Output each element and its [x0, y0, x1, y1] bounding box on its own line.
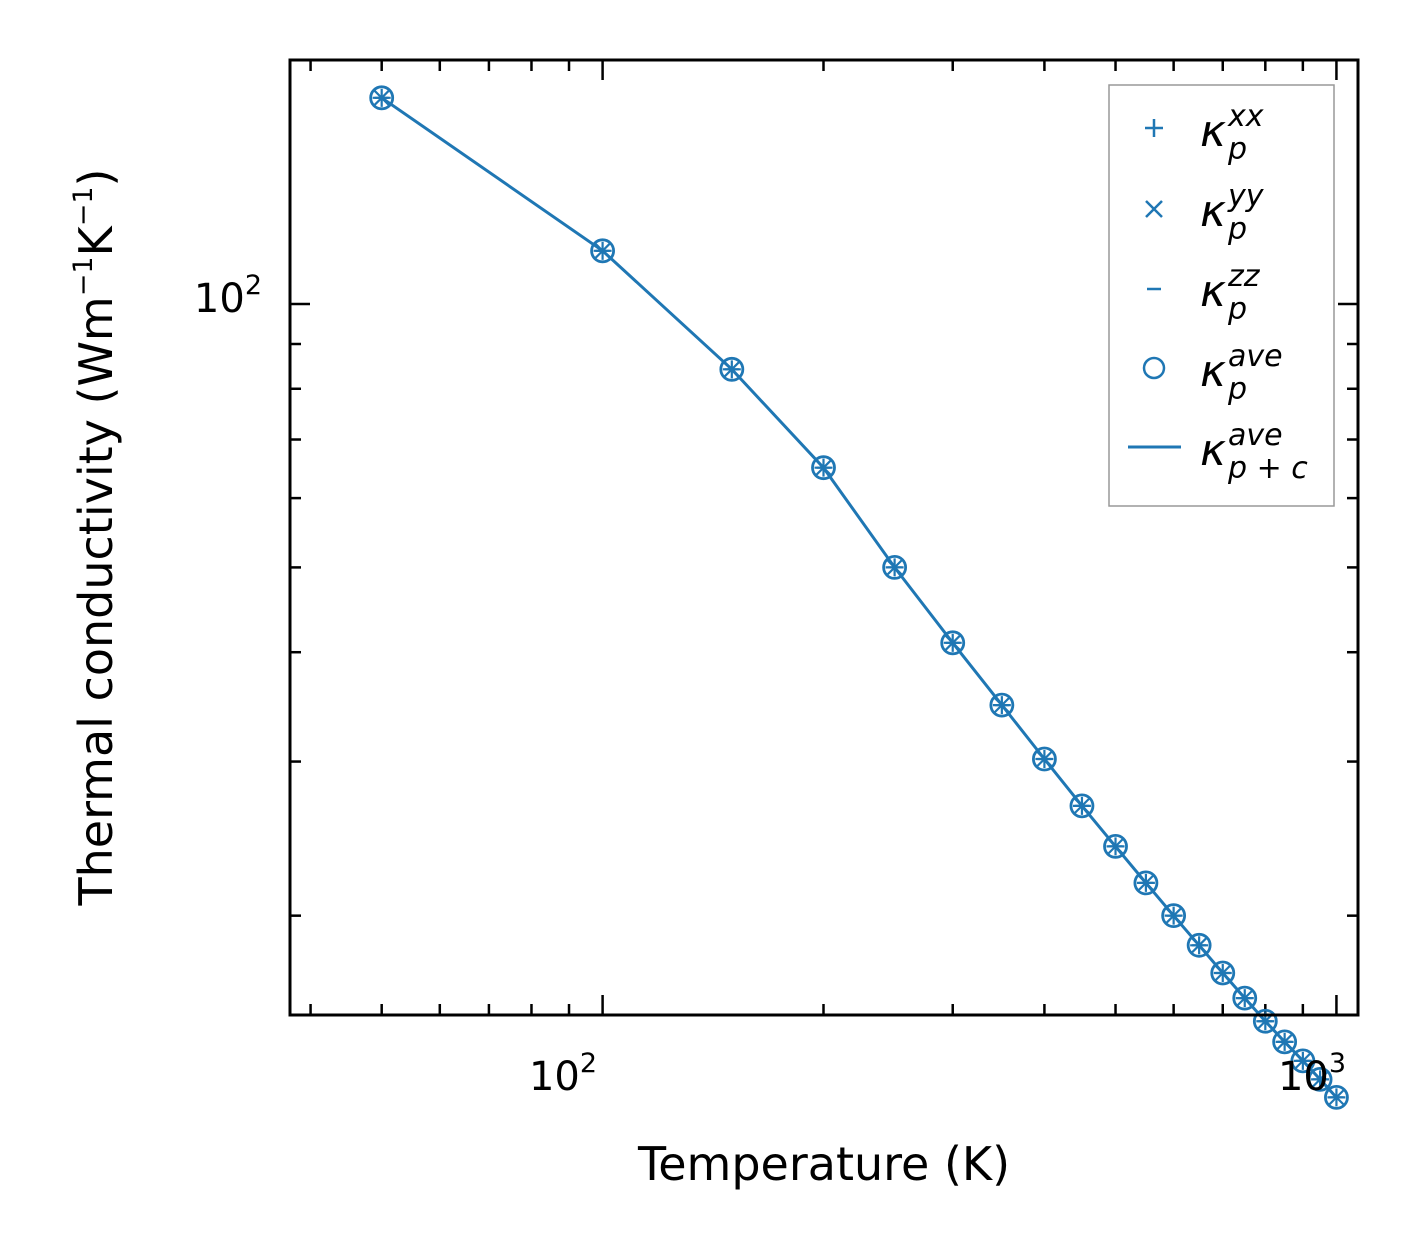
- legend-sub-kxx: p: [1227, 132, 1247, 167]
- data-point-kave: [1252, 1008, 1278, 1034]
- legend-base-kave: κ: [1200, 346, 1226, 397]
- data-point-kave: [989, 692, 1015, 718]
- data-point-kave: [882, 555, 908, 580]
- legend-entry-kxx: κ xx p: [1145, 99, 1264, 167]
- legend-entry-kpc: κ ave p + c: [1128, 418, 1308, 486]
- legend-base-kyy: κ: [1200, 186, 1226, 237]
- legend-sup-kave: ave: [1228, 339, 1283, 374]
- legend-entry-kave: κ ave p: [1142, 339, 1283, 407]
- data-point-kave: [1324, 1084, 1349, 1110]
- legend-marker-plus: [1145, 119, 1163, 137]
- data-point-kave: [1232, 985, 1258, 1011]
- legend-entry-kzz: κ zz p: [1147, 259, 1261, 327]
- y-tick-label-100: 102: [194, 270, 262, 322]
- x-tick-label-1000: 103: [1278, 1048, 1346, 1100]
- legend: κ xx p κ yy p κ zz p κ ave p κ ave p + c: [1108, 84, 1335, 507]
- legend-sup-kxx: xx: [1227, 99, 1264, 134]
- legend-sup-kpc: ave: [1228, 418, 1283, 453]
- data-point-kave: [590, 238, 615, 264]
- data-point-kave: [369, 85, 395, 111]
- data-point-kave: [1307, 1066, 1333, 1092]
- data-point-kave: [719, 356, 745, 382]
- data-point-kave: [1210, 960, 1236, 986]
- series-layer: [369, 85, 1349, 1110]
- legend-sub-kpc: p + c: [1227, 451, 1308, 486]
- legend-sup-kzz: zz: [1227, 259, 1261, 294]
- legend-base-kpc: κ: [1200, 425, 1226, 476]
- legend-sup-kyy: yy: [1227, 179, 1265, 214]
- legend-marker-x: [1145, 200, 1163, 218]
- data-point-kave: [1290, 1048, 1316, 1074]
- data-point-kave: [1032, 746, 1057, 772]
- data-point-kave: [1133, 870, 1159, 896]
- data-point-kave: [811, 455, 836, 481]
- legend-sub-kzz: p: [1227, 292, 1247, 327]
- data-point-kave: [1103, 833, 1128, 859]
- x-tick-label-100: 102: [529, 1048, 597, 1100]
- data-point-kave: [1161, 903, 1187, 929]
- ticks-layer: [290, 60, 1358, 1015]
- legend-box: [1108, 84, 1335, 507]
- x-axis-title: Temperature (K): [637, 1137, 1010, 1191]
- plot-frame: [288, 58, 1360, 1017]
- data-point-kave: [940, 630, 966, 656]
- legend-marker-circle: [1142, 356, 1166, 380]
- legend-base-kzz: κ: [1200, 266, 1226, 317]
- legend-base-kxx: κ: [1200, 106, 1226, 157]
- y-axis-title: Thermal conductivity (Wm−1K−1): [68, 169, 123, 907]
- legend-entry-kyy: κ yy p: [1145, 179, 1265, 247]
- data-point-kave: [1272, 1029, 1298, 1055]
- legend-sub-kave: p: [1227, 372, 1247, 407]
- data-point-kave: [1186, 932, 1212, 958]
- data-point-kave: [1069, 793, 1095, 819]
- legend-sub-kyy: p: [1227, 212, 1247, 247]
